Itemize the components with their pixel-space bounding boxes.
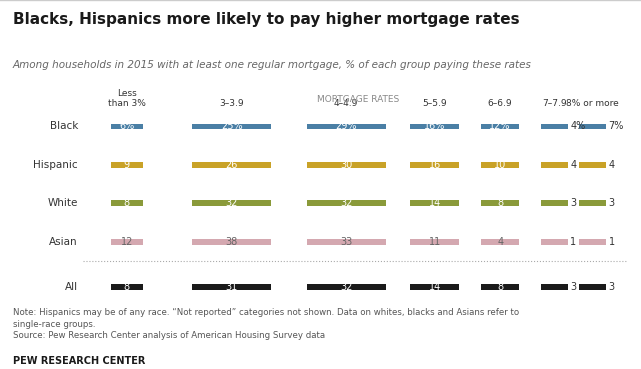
- Bar: [110, 200, 144, 206]
- Bar: [410, 162, 459, 168]
- Bar: [579, 162, 606, 168]
- Text: 6–6.9: 6–6.9: [488, 99, 512, 108]
- Text: 33: 33: [340, 237, 353, 247]
- Bar: [410, 124, 459, 129]
- Text: 30: 30: [340, 160, 353, 170]
- Text: White: White: [47, 198, 78, 208]
- Text: 5–5.9: 5–5.9: [422, 99, 447, 108]
- Text: 9: 9: [124, 160, 130, 170]
- Text: 3: 3: [608, 282, 615, 292]
- Bar: [410, 239, 459, 245]
- Text: 7–7.9: 7–7.9: [542, 99, 567, 108]
- Bar: [541, 124, 568, 129]
- Bar: [579, 239, 606, 245]
- Text: 31: 31: [226, 282, 238, 292]
- Text: 7%: 7%: [608, 121, 624, 131]
- Text: 8: 8: [497, 282, 503, 292]
- Text: 38: 38: [226, 237, 238, 247]
- Bar: [192, 284, 271, 290]
- Text: 12: 12: [121, 237, 133, 247]
- Text: 8: 8: [124, 198, 130, 208]
- Text: 4: 4: [497, 237, 503, 247]
- Text: 14: 14: [429, 282, 441, 292]
- Bar: [110, 162, 144, 168]
- Bar: [306, 124, 386, 129]
- Text: 25%: 25%: [221, 121, 242, 131]
- Text: MORTGAGE RATES: MORTGAGE RATES: [317, 95, 399, 104]
- Bar: [481, 284, 519, 290]
- Bar: [481, 239, 519, 245]
- Text: 32: 32: [226, 198, 238, 208]
- Text: Blacks, Hispanics more likely to pay higher mortgage rates: Blacks, Hispanics more likely to pay hig…: [13, 13, 519, 27]
- Bar: [410, 284, 459, 290]
- Text: 8: 8: [124, 282, 130, 292]
- Text: 16%: 16%: [424, 121, 445, 131]
- Text: Note: Hispanics may be of any race. “Not reported” categories not shown. Data on: Note: Hispanics may be of any race. “Not…: [13, 308, 519, 341]
- Text: 32: 32: [340, 198, 353, 208]
- Text: 12%: 12%: [489, 121, 511, 131]
- Text: 1: 1: [608, 237, 615, 247]
- Bar: [410, 200, 459, 206]
- Text: Asian: Asian: [49, 237, 78, 247]
- Text: 3–3.9: 3–3.9: [219, 99, 244, 108]
- Text: PEW RESEARCH CENTER: PEW RESEARCH CENTER: [13, 356, 146, 366]
- Text: Among households in 2015 with at least one regular mortgage, % of each group pay: Among households in 2015 with at least o…: [13, 60, 531, 70]
- Text: 4: 4: [570, 160, 576, 170]
- Text: 4%: 4%: [570, 121, 586, 131]
- Text: 14: 14: [429, 198, 441, 208]
- Text: 11: 11: [429, 237, 441, 247]
- Bar: [541, 284, 568, 290]
- Text: 3: 3: [570, 282, 576, 292]
- Bar: [481, 124, 519, 129]
- Bar: [481, 162, 519, 168]
- Text: 29%: 29%: [335, 121, 357, 131]
- Text: 32: 32: [340, 282, 353, 292]
- Text: 4: 4: [608, 160, 615, 170]
- Bar: [541, 162, 568, 168]
- Bar: [306, 239, 386, 245]
- Bar: [110, 284, 144, 290]
- Text: Less
than 3%: Less than 3%: [108, 89, 146, 108]
- Text: 26: 26: [226, 160, 238, 170]
- Text: 8% or more: 8% or more: [567, 99, 619, 108]
- Bar: [579, 124, 606, 129]
- Bar: [192, 162, 271, 168]
- Bar: [192, 239, 271, 245]
- Text: 3: 3: [608, 198, 615, 208]
- Text: 4–4.9: 4–4.9: [334, 99, 358, 108]
- Text: 16: 16: [429, 160, 441, 170]
- Bar: [110, 239, 144, 245]
- Text: 6%: 6%: [119, 121, 135, 131]
- Bar: [541, 239, 568, 245]
- Text: 10: 10: [494, 160, 506, 170]
- Text: 1: 1: [570, 237, 576, 247]
- Bar: [481, 200, 519, 206]
- Text: Hispanic: Hispanic: [33, 160, 78, 170]
- Text: 3: 3: [570, 198, 576, 208]
- Bar: [579, 284, 606, 290]
- Text: Black: Black: [49, 121, 78, 131]
- Bar: [579, 200, 606, 206]
- Bar: [192, 200, 271, 206]
- Bar: [306, 162, 386, 168]
- Bar: [541, 200, 568, 206]
- Bar: [306, 284, 386, 290]
- Bar: [192, 124, 271, 129]
- Text: 8: 8: [497, 198, 503, 208]
- Text: All: All: [65, 282, 78, 292]
- Bar: [306, 200, 386, 206]
- Bar: [110, 124, 144, 129]
